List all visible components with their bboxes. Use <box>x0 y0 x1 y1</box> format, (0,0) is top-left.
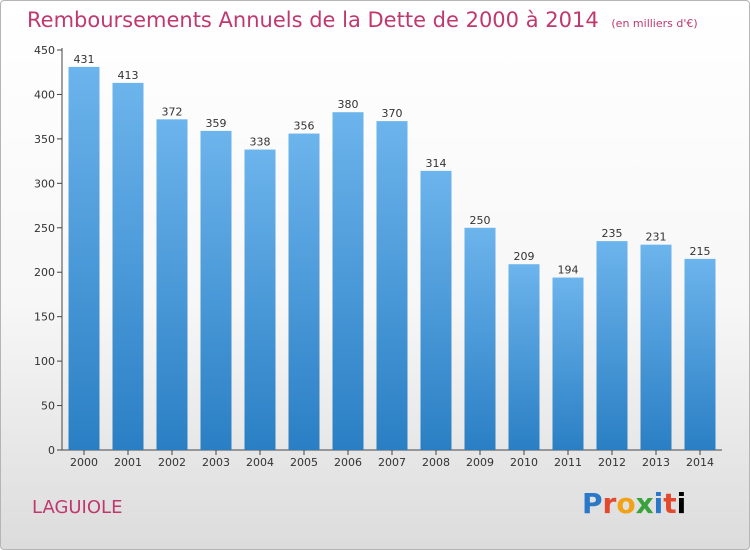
x-tick-label: 2002 <box>158 456 186 469</box>
y-tick-label: 0 <box>48 444 55 457</box>
bar <box>200 130 232 450</box>
data-label: 215 <box>690 245 711 258</box>
x-tick-label: 2003 <box>202 456 230 469</box>
bar <box>376 121 408 450</box>
logo-letter: o <box>616 487 636 520</box>
y-tick-label: 450 <box>34 44 55 57</box>
y-tick-label: 300 <box>34 177 55 190</box>
chart-title-text: Remboursements Annuels de la Dette de 20… <box>27 8 599 32</box>
data-label: 250 <box>470 214 491 227</box>
bar <box>464 227 496 450</box>
bar <box>68 66 100 450</box>
bar <box>640 244 672 450</box>
x-tick-label: 2011 <box>554 456 582 469</box>
y-tick-label: 200 <box>34 266 55 279</box>
logo-letter: x <box>635 487 654 520</box>
logo-letter: t <box>663 487 677 520</box>
data-label: 235 <box>602 227 623 240</box>
bar <box>332 112 364 450</box>
data-label: 209 <box>514 250 535 263</box>
x-tick-label: 2007 <box>378 456 406 469</box>
bar <box>684 258 716 450</box>
x-tick-label: 2012 <box>598 456 626 469</box>
bar <box>288 133 320 451</box>
bar <box>552 277 584 450</box>
data-label: 338 <box>250 136 271 149</box>
logo-letter: P <box>582 487 603 520</box>
y-tick-label: 250 <box>34 222 55 235</box>
data-label: 431 <box>74 53 95 66</box>
bar <box>508 264 540 450</box>
logo-letter: i <box>653 487 664 520</box>
data-label: 314 <box>426 157 447 170</box>
x-tick-label: 2005 <box>290 456 318 469</box>
data-label: 231 <box>646 231 667 244</box>
data-label: 359 <box>206 117 227 130</box>
y-tick-label: 100 <box>34 355 55 368</box>
y-tick-label: 350 <box>34 133 55 146</box>
chart-data-labels: 431 413 372 359 338 356 380 370 314 250 209 194 235 2… <box>74 53 711 277</box>
x-tick-label: 2013 <box>642 456 670 469</box>
x-tick-label: 2008 <box>422 456 450 469</box>
y-tick-label: 50 <box>41 400 55 413</box>
data-label: 372 <box>162 105 183 118</box>
data-label: 413 <box>118 69 139 82</box>
bar <box>596 241 628 450</box>
x-tick-label: 2000 <box>70 456 98 469</box>
x-tick-label: 2001 <box>114 456 142 469</box>
x-tick-label: 2014 <box>686 456 714 469</box>
chart-subtitle: (en milliers d'€) <box>611 17 698 30</box>
x-tick-label: 2009 <box>466 456 494 469</box>
y-tick-label: 400 <box>34 88 55 101</box>
bar <box>156 119 188 450</box>
x-tick-label: 2006 <box>334 456 362 469</box>
bar <box>112 82 144 450</box>
x-tick-label: 2004 <box>246 456 274 469</box>
data-label: 194 <box>558 264 579 277</box>
proxiti-logo: Proxiti <box>582 487 686 520</box>
logo-letter: r <box>602 487 617 520</box>
y-tick-label: 150 <box>34 311 55 324</box>
bar <box>420 170 452 450</box>
city-name: LAGUIOLE <box>32 497 123 518</box>
data-label: 380 <box>338 98 359 111</box>
chart-title: Remboursements Annuels de la Dette de 20… <box>27 8 698 32</box>
logo-letter: i <box>676 487 687 520</box>
data-label: 356 <box>294 120 315 133</box>
data-label: 370 <box>382 107 403 120</box>
bar <box>244 149 276 451</box>
chart-bars <box>68 66 716 451</box>
x-tick-label: 2010 <box>510 456 538 469</box>
